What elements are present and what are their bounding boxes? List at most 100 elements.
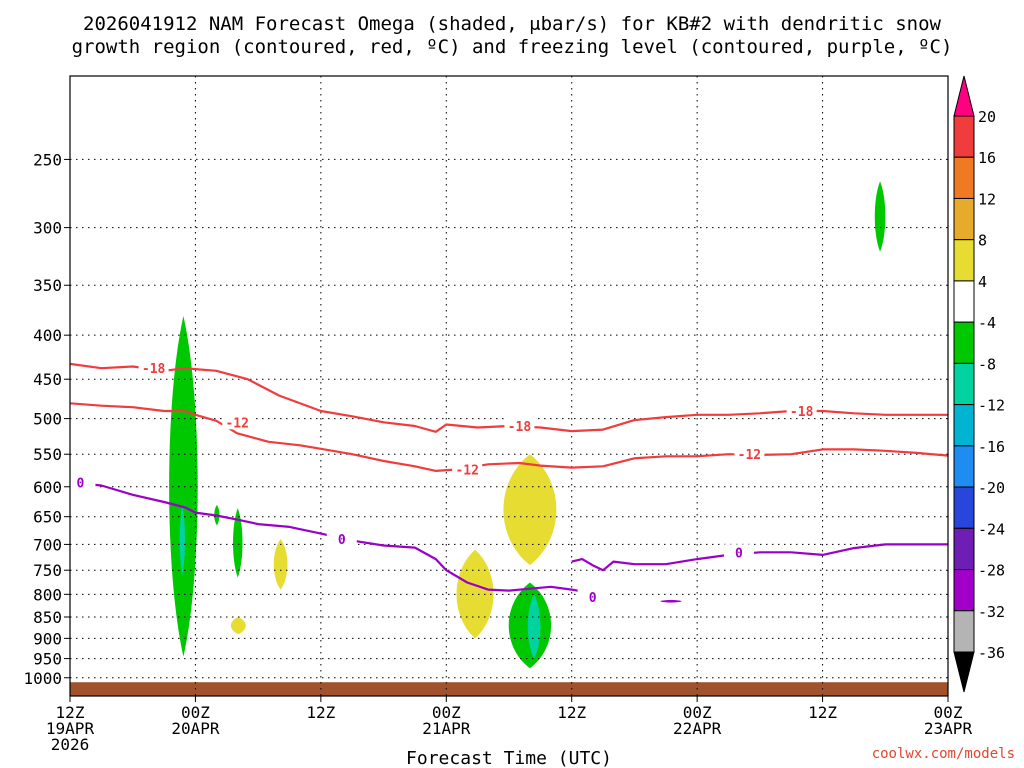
- isotherm-label-2-1: -12: [225, 416, 248, 431]
- isotherm-label-bg-2-2: [452, 461, 483, 477]
- colorbar-label-3: 12: [978, 190, 996, 208]
- isotherm-label-2-3: -12: [738, 448, 761, 463]
- colorbar-label-1: 20: [978, 108, 996, 126]
- isotherm-label-bg-3-1: [65, 474, 96, 490]
- omega-shading: [169, 181, 886, 669]
- y-tick-label-1000: 1000: [23, 669, 62, 688]
- y-tick-label-750: 750: [33, 561, 62, 580]
- credit-link[interactable]: coolwx.com/models: [872, 746, 1015, 762]
- colorbar-label-13: -32: [978, 603, 1005, 621]
- colorbar-label-9: -16: [978, 438, 1005, 456]
- colorbar-label-2: 16: [978, 149, 996, 167]
- colorbar-label-7: -8: [978, 355, 996, 373]
- isotherm-label-3-1: 0: [77, 476, 85, 491]
- chart-title-line1: 2026041912 NAM Forecast Omega (shaded, μ…: [83, 13, 941, 35]
- colorbar-label-11: -24: [978, 520, 1005, 538]
- colorbar-label-6: -4: [978, 314, 996, 332]
- x-tick-label-7-2: 23APR: [924, 719, 973, 738]
- y-tick-label-350: 350: [33, 276, 62, 295]
- isotherm-label-4-1: 0: [735, 546, 743, 561]
- colorbar-swatch-3: [953, 197, 975, 241]
- x-tick-label-5-2: 22APR: [673, 719, 722, 738]
- y-tick-label-700: 700: [33, 535, 62, 554]
- isotherm-label-1-2: -18: [508, 420, 532, 435]
- colorbar-label-14: -36: [978, 644, 1005, 662]
- y-tick-label-300: 300: [33, 219, 62, 238]
- isotherm-label-bg-3-3: [577, 589, 608, 605]
- colorbar-label-8: -12: [978, 397, 1005, 415]
- y-tick-label-250: 250: [33, 150, 62, 169]
- omega-region-8: [273, 539, 288, 590]
- x-axis-label: Forecast Time (UTC): [406, 748, 612, 768]
- y-axis: 250 300 350 400 450 500 550 600 650 700 750 800 850 9…: [23, 150, 70, 688]
- isotherm-label-1-1: -18: [142, 362, 166, 377]
- omega-region-10: [456, 549, 494, 639]
- isotherm-label-bg-2-1: [222, 414, 253, 430]
- isotherm-label-1-3: -18: [790, 405, 814, 420]
- y-tick-label-450: 450: [33, 370, 62, 389]
- isotherm-label-bg-2-3: [734, 446, 765, 462]
- plot-frame: [69, 75, 949, 697]
- isotherm-label-3-3: 0: [589, 591, 597, 606]
- colorbar-swatch-4: [953, 239, 975, 282]
- colorbar-swatch-8: [953, 404, 975, 447]
- omega-region-4: [232, 507, 243, 578]
- x-tick-label-2-1: 12Z: [306, 703, 335, 722]
- y-tick-label-950: 950: [33, 650, 62, 669]
- colorbar-swatch-7: [953, 362, 975, 406]
- y-tick-label-600: 600: [33, 478, 62, 497]
- colorbar-label-5: 4: [978, 273, 987, 291]
- omega-region-11: [503, 454, 557, 566]
- isotherm-label-bg-4-1: [723, 544, 754, 560]
- x-tick-label-0-3: 2026: [51, 735, 90, 754]
- omega-region-12: [660, 599, 682, 603]
- x-tick-label-4-1: 12Z: [557, 703, 586, 722]
- omega-region-1: [169, 315, 198, 657]
- isotherm-label-bg-1-1: [138, 360, 169, 376]
- omega-region-6: [527, 594, 541, 659]
- y-tick-label-850: 850: [33, 608, 62, 627]
- omega-region-2: [179, 505, 186, 576]
- colorbar-swatch-13: [953, 610, 975, 653]
- x-tick-label-3-2: 21APR: [422, 719, 471, 738]
- y-tick-label-550: 550: [33, 445, 62, 464]
- x-tick-label-0-2: 19APR: [46, 719, 95, 738]
- terrain: [70, 682, 948, 696]
- colorbar-swatch-12: [953, 569, 975, 612]
- isotherm-label-2-2: -12: [455, 464, 478, 479]
- colorbar-label-12: -28: [978, 562, 1005, 580]
- isotherms: [69, 362, 949, 599]
- colorbar-label-4: 8: [978, 232, 987, 250]
- isotherm-label-bg-1-2: [504, 417, 535, 433]
- colorbar: 20 16 12 8 4 -4 -8 -12 -16 -20 -24 -28 -32 -36: [953, 75, 1005, 693]
- x-tick-label-1-1: 00Z: [181, 703, 210, 722]
- y-tick-label-800: 800: [33, 585, 62, 604]
- colorbar-swatch-1: [953, 115, 975, 158]
- isotherm-label-3-2: 0: [338, 533, 346, 548]
- omega-region-9: [230, 616, 246, 635]
- y-tick-label-500: 500: [33, 410, 62, 429]
- omega-region-7: [874, 181, 886, 252]
- isotherm-line-4: [571, 543, 948, 572]
- colorbar-swatch-11: [953, 527, 975, 571]
- x-tick-label-1-2: 20APR: [171, 719, 220, 738]
- colorbar-swatch-6: [953, 321, 975, 364]
- colorbar-swatch-2: [953, 156, 975, 199]
- isotherm-label-bg-3-2: [326, 531, 357, 547]
- colorbar-bottom-arrow: [953, 651, 975, 693]
- colorbar-swatch-10: [953, 486, 975, 529]
- x-tick-label-7-1: 00Z: [934, 703, 963, 722]
- y-tick-label-900: 900: [33, 629, 62, 648]
- isotherm-labels: -18 -18 -18 -12 -12 -12 0 0 0 0: [65, 360, 817, 606]
- isotherm-line-3: [69, 481, 604, 599]
- terrain-strip: [70, 682, 948, 696]
- x-tick-label-0-1: 12Z: [56, 703, 85, 722]
- colorbar-top-arrow: [953, 75, 975, 117]
- y-tick-label-650: 650: [33, 508, 62, 527]
- colorbar-swatch-9: [953, 445, 975, 488]
- colorbar-swatch-5: [953, 280, 975, 323]
- x-tick-label-5-1: 00Z: [683, 703, 712, 722]
- colorbar-label-10: -20: [978, 479, 1005, 497]
